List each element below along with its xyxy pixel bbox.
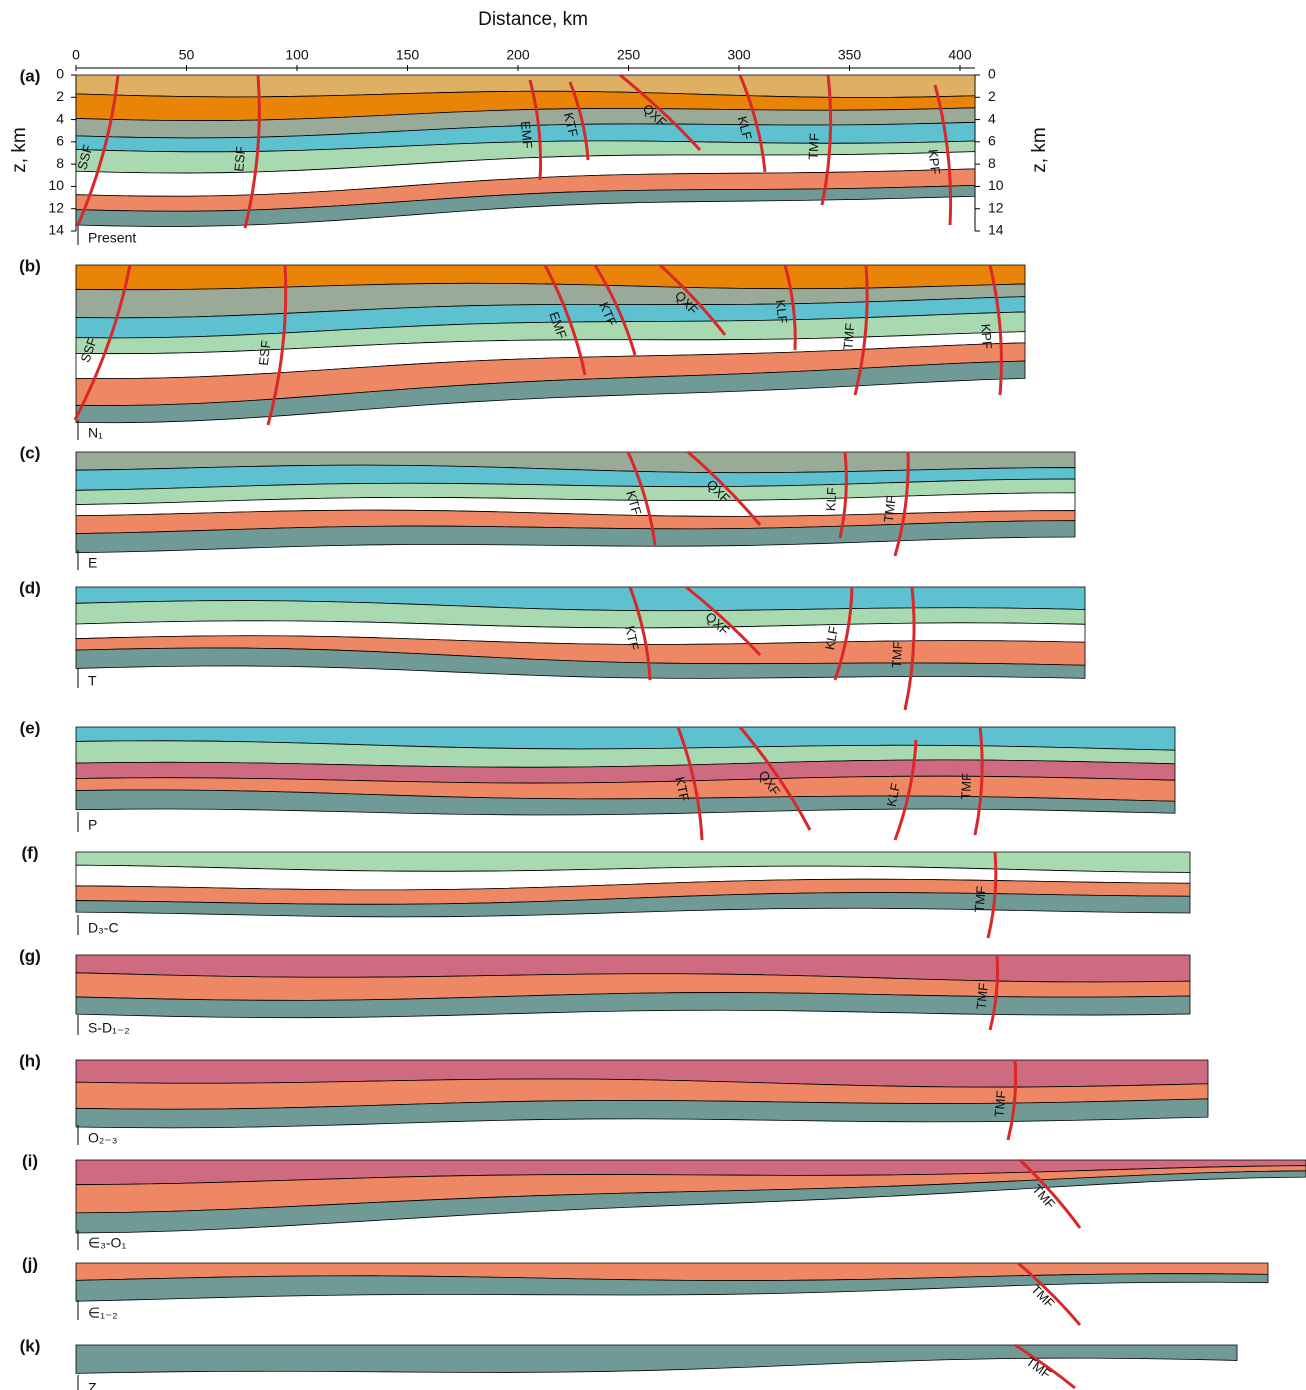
panel-label: (b) [19,256,41,275]
z-tick-label-right: 14 [988,222,1004,238]
x-tick-label: 350 [838,47,862,63]
fault-label: KLF [773,299,791,324]
panel-label: (j) [22,1254,38,1273]
fault-label: TMF [1028,1282,1058,1312]
fault-label: TMF [991,1090,1008,1118]
z-tick-label-right: 4 [988,110,996,126]
z-tick-label-right: 2 [988,88,996,104]
z-tick-label-right: 12 [988,199,1004,215]
fault-label: EMF [518,120,536,149]
z-tick-label: 12 [48,199,64,215]
z-tick-label-right: 0 [988,66,996,82]
z-tick-label: 2 [56,88,64,104]
fault-label: KPF [978,323,995,349]
z-axis-label-right: z, km [1029,127,1050,172]
fault-label: TMF [958,773,974,800]
age-label: E [88,555,97,571]
fault-label: ESF [231,146,248,173]
fault-label: TMF [972,885,989,913]
x-tick-label: 0 [72,47,80,63]
fault-label: KLF [823,487,839,512]
age-label: P [88,817,97,833]
z-tick-label-right: 6 [988,133,996,149]
panel-label: (i) [22,1151,38,1170]
fault-label: TMF [889,641,905,669]
z-tick-label: 14 [48,222,64,238]
panel-label: (a) [20,66,41,85]
age-label: D₃-C [88,920,119,936]
age-label: T [88,673,97,689]
age-label: N₁ [88,425,103,441]
z-tick-label: 8 [56,155,64,171]
fault-label: KPF [926,149,944,176]
fault-label: TMF [973,982,990,1010]
layer [76,1345,1237,1373]
age-label: ∈₃-O₁ [88,1235,126,1251]
age-label: O₂₋₃ [88,1130,117,1146]
panel-label: (d) [19,578,41,597]
fault-label: TMF [806,133,822,160]
axis-title: Distance, km [478,9,588,30]
age-label: ∈₁₋₂ [88,1305,118,1321]
x-tick-label: 100 [285,47,309,63]
x-tick-label: 250 [617,47,641,63]
panel-label: (f) [22,843,39,862]
x-tick-label: 300 [727,47,751,63]
x-tick-label: 400 [948,47,972,63]
fault-label: TMF [840,322,857,350]
age-label: Z [88,1380,97,1390]
z-tick-label: 6 [56,133,64,149]
z-axis-label: z, km [9,127,30,172]
panel-label: (h) [19,1051,41,1070]
z-tick-label: 0 [56,66,64,82]
fault-label: ESF [256,339,274,366]
panel-label: (c) [20,443,41,462]
age-label: Present [88,230,136,246]
z-tick-label-right: 8 [988,155,996,171]
figure: Distance, km z, km z, km 050100150200250… [0,0,1306,1390]
x-tick-label: 50 [179,47,195,63]
z-tick-label: 10 [48,177,64,193]
panel-label: (g) [19,946,41,965]
panel-label: (k) [20,1336,41,1355]
z-tick-label-right: 10 [988,177,1004,193]
z-tick-label: 4 [56,110,64,126]
age-label: S-D₁₋₂ [88,1020,130,1036]
x-tick-label: 150 [396,47,420,63]
panel-label: (e) [20,718,41,737]
x-tick-label: 200 [506,47,530,63]
